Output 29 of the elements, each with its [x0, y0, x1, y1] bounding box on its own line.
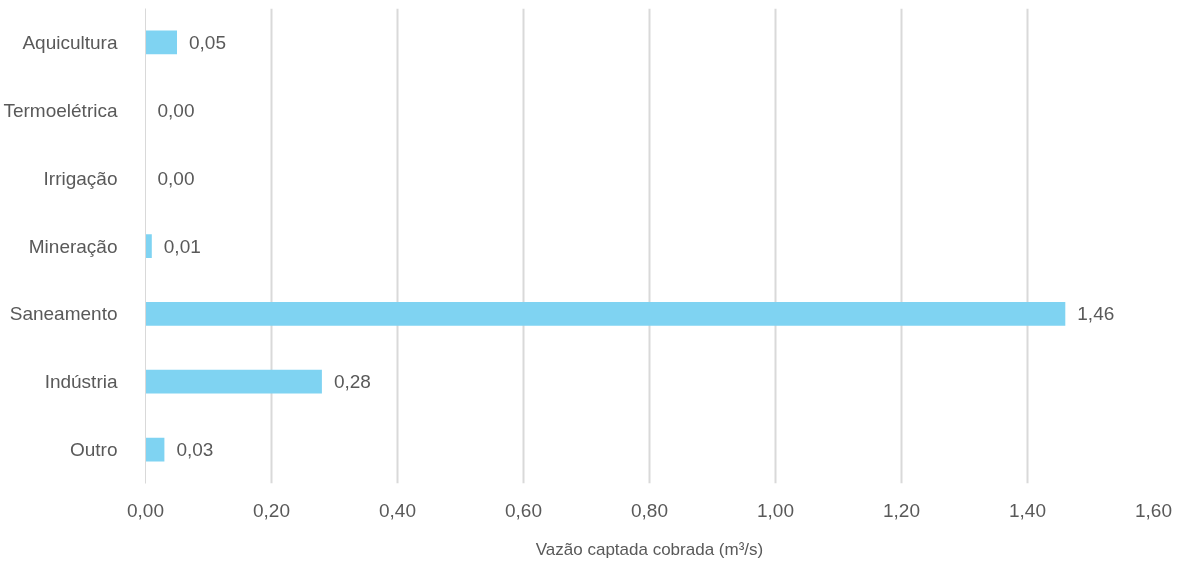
- x-tick-label: 1,60: [1135, 499, 1172, 521]
- x-axis-title: Vazão captada cobrada (m³/s): [535, 539, 764, 559]
- data-label: 0,00: [157, 99, 195, 121]
- y-tick-label: Indústria: [44, 371, 118, 393]
- data-label: 0,28: [333, 371, 371, 393]
- y-tick-label: Mineração: [28, 235, 118, 257]
- x-tick-label: 0,80: [631, 499, 668, 521]
- y-tick-label: Irrigação: [43, 167, 118, 189]
- data-label: 0,03: [176, 439, 214, 461]
- x-tick-label: 1,00: [757, 499, 794, 521]
- bar: [145, 234, 152, 258]
- bar: [145, 437, 165, 462]
- data-label: 0,00: [157, 167, 195, 189]
- bar: [145, 30, 177, 55]
- y-tick-label: Aquicultura: [22, 31, 118, 53]
- x-tick-label: 1,40: [1009, 499, 1046, 521]
- y-tick-label: Outro: [69, 439, 118, 461]
- x-tick-label: 1,20: [883, 499, 920, 521]
- y-tick-label: Termoelétrica: [3, 99, 118, 121]
- x-tick-label: 0,40: [379, 499, 416, 521]
- x-tick-label: 0,20: [253, 499, 290, 521]
- data-label: 1,46: [1077, 303, 1115, 325]
- x-tick-label: 0,00: [127, 499, 164, 521]
- data-label: 0,01: [163, 235, 201, 257]
- y-tick-label: Saneamento: [9, 303, 118, 325]
- bar: [145, 301, 1066, 326]
- bar: [145, 369, 322, 394]
- x-tick-label: 0,60: [505, 499, 542, 521]
- data-label: 0,05: [189, 31, 226, 53]
